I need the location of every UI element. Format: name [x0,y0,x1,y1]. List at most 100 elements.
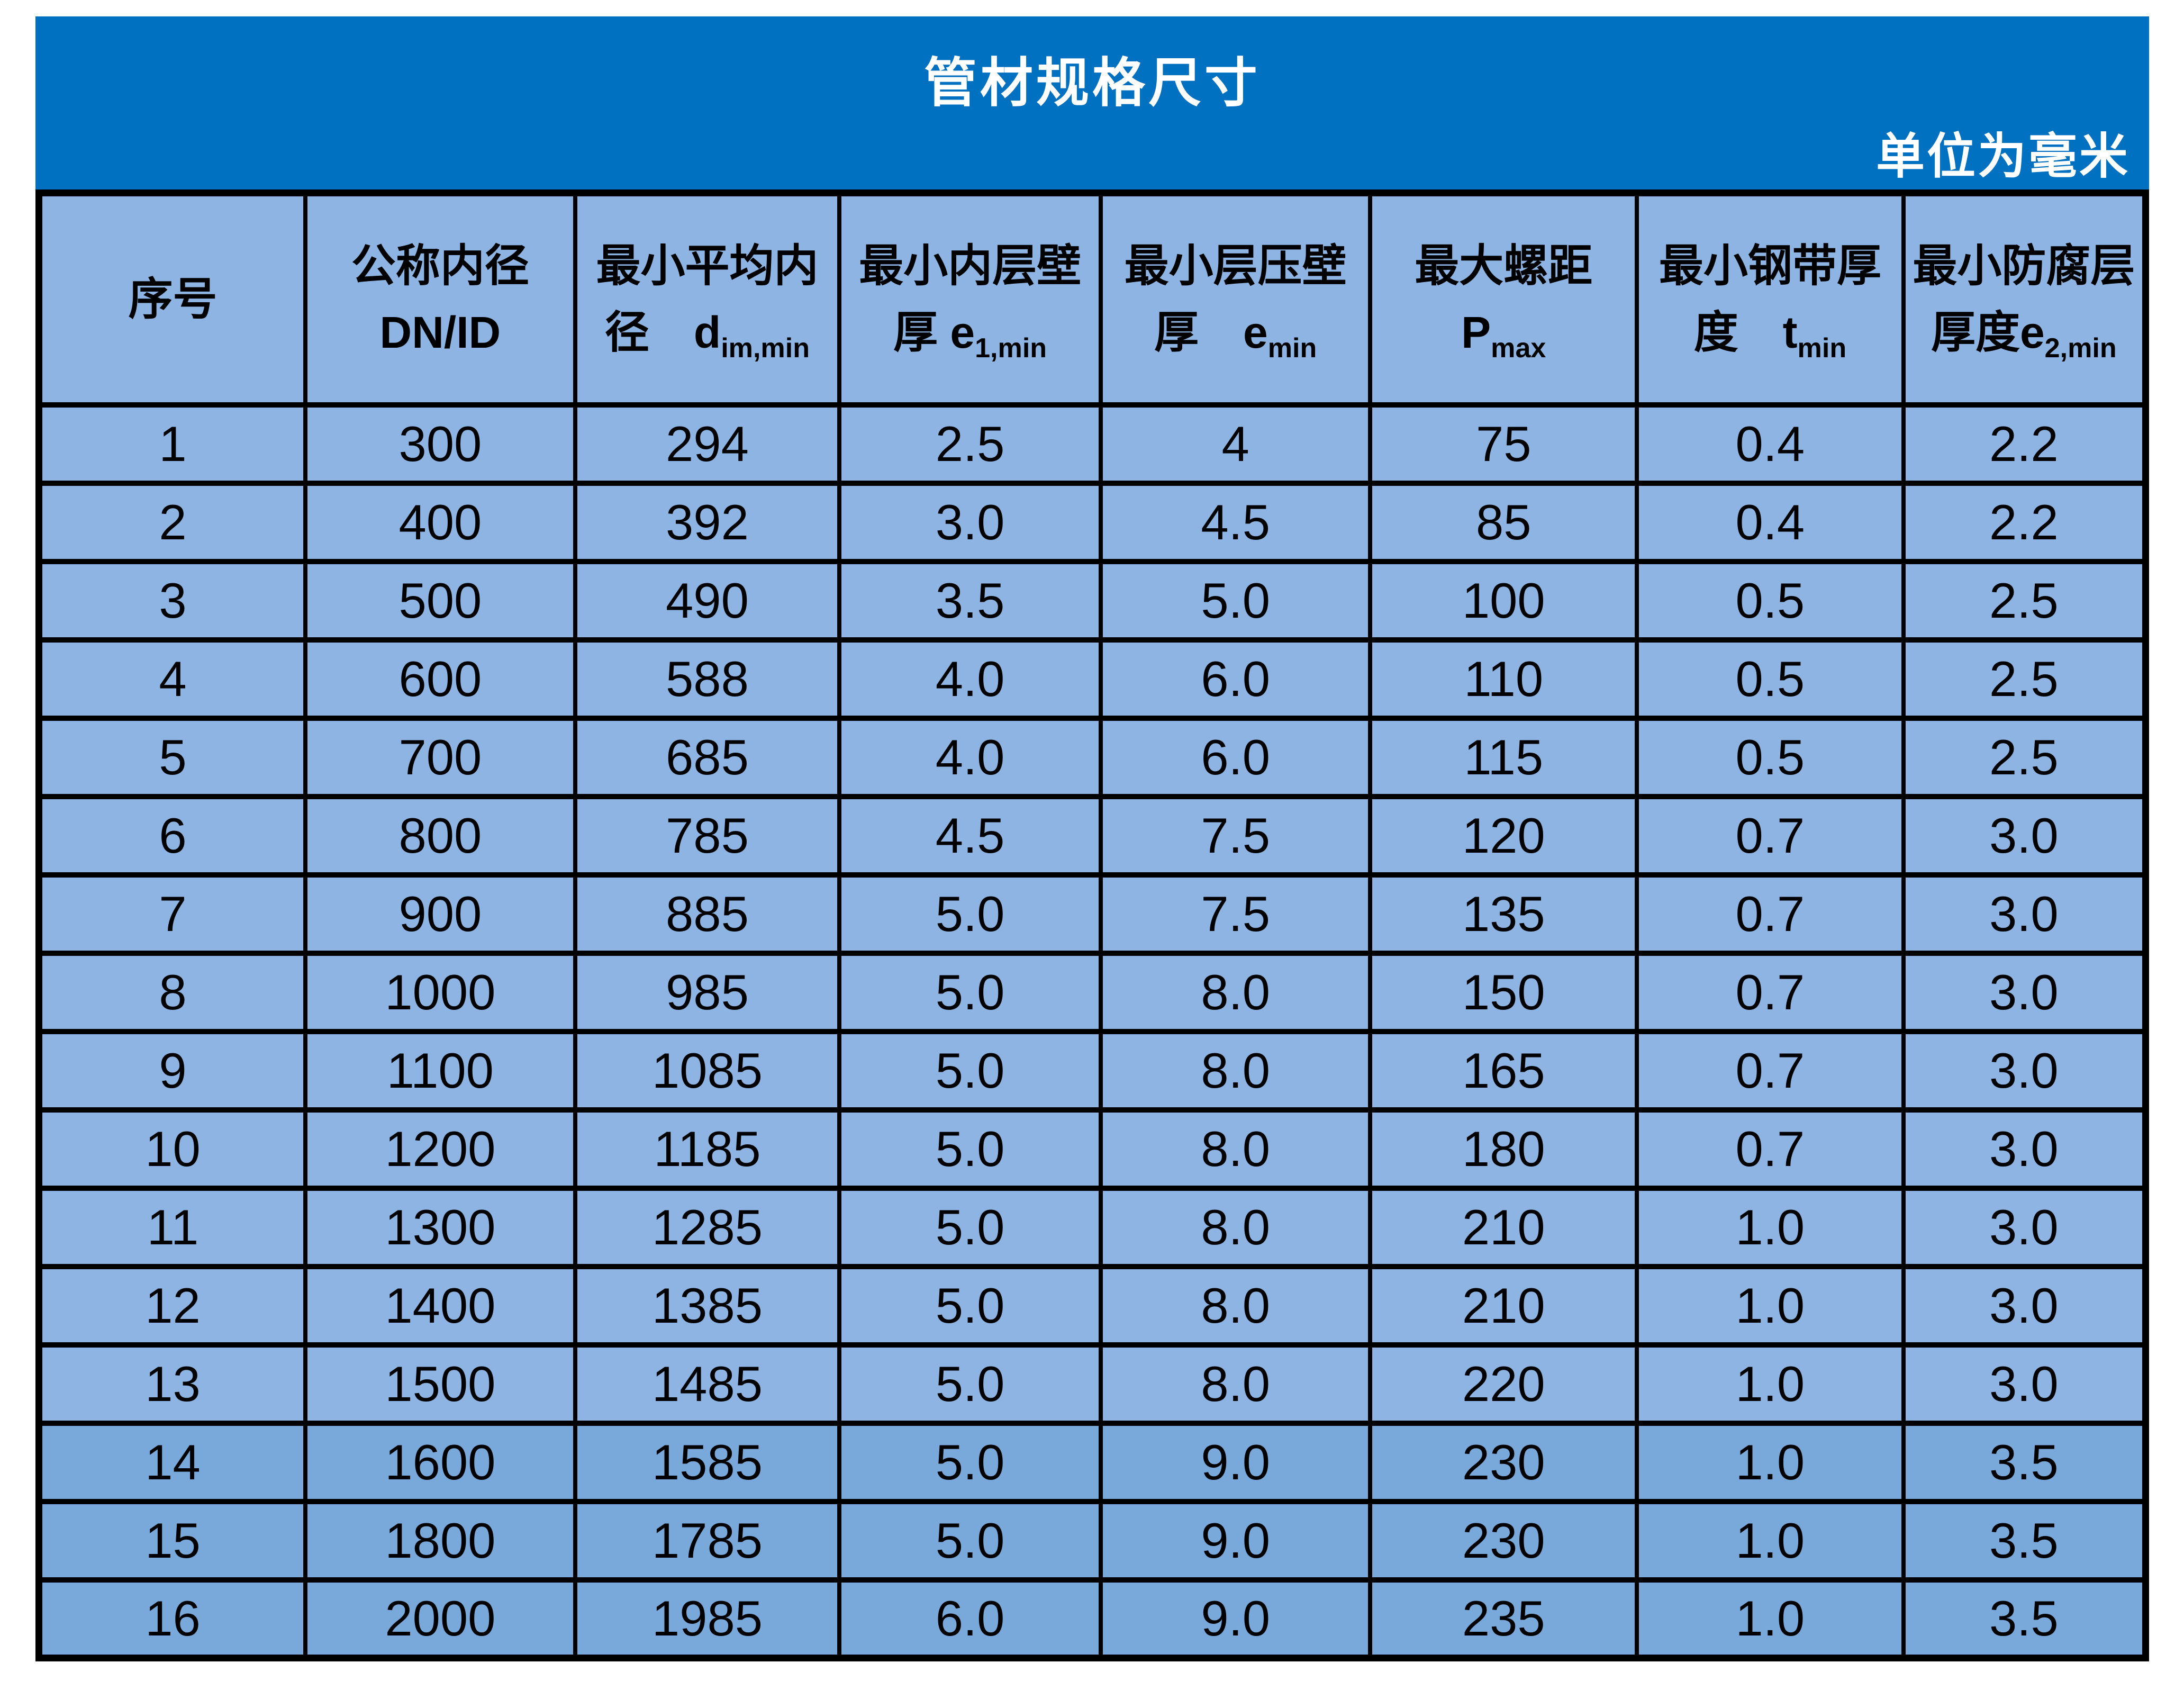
table-cell: 400 [303,480,577,564]
table-row: 14 1600 1585 5.0 9.0 230 1.0 3.5 [37,1420,2148,1504]
table-cell: 1.0 [1635,1185,1906,1269]
column-header-min-laminated-wall: 最小层压壁 厚 emin [1098,190,1373,408]
table-cell: 1000 [303,950,577,1034]
table-cell: 8.0 [1098,1185,1373,1269]
table-cell: 2.2 [1901,480,2148,564]
header-line1: 最小防腐层 [1913,241,2135,291]
table-cell: 6 [37,793,308,878]
table-cell: 2.5 [837,402,1103,486]
table-cell: 1600 [303,1420,577,1504]
table-cell: 5.0 [837,1028,1103,1113]
table-cell: 3.0 [1901,950,2148,1034]
table-cell: 5.0 [837,1185,1103,1269]
table-cell: 0.7 [1635,1107,1906,1191]
table-cell: 3.0 [1901,1342,2148,1426]
table-cell: 1385 [573,1263,842,1348]
table-cell: 3.5 [837,558,1103,643]
table-cell: 0.4 [1635,402,1906,486]
table-cell: 4.0 [837,715,1103,799]
table-cell: 10 [37,1107,308,1191]
column-header-min-mean-id: 最小平均内 径 dim,min [573,190,842,408]
header-subscript: max [1491,333,1546,364]
table-cell: 5.0 [837,1342,1103,1426]
table-cell: 2 [37,480,308,564]
table-cell: 11 [37,1185,308,1269]
table-cell: 3.5 [1901,1498,2148,1583]
column-header-index: 序号 [37,190,308,408]
table-row: 5 700 685 4.0 6.0 115 0.5 2.5 [37,715,2148,799]
header-row: 序号 公称内径 DN/ID 最小平均内 径 dim,min 最小内层壁 厚 e1… [37,190,2148,408]
table-cell: 230 [1368,1498,1639,1583]
spec-table: 序号 公称内径 DN/ID 最小平均内 径 dim,min 最小内层壁 厚 e1… [35,189,2149,1661]
table-cell: 8.0 [1098,1263,1373,1348]
table-cell: 3.0 [1901,872,2148,956]
table-cell: 85 [1368,480,1639,564]
column-header-nominal-id: 公称内径 DN/ID [303,190,577,408]
table-cell: 1085 [573,1028,842,1113]
table-cell: 3 [37,558,308,643]
table-cell: 6.0 [837,1577,1103,1661]
table-cell: 2.2 [1901,402,2148,486]
table-cell: 885 [573,872,842,956]
header-subscript: 2,min [2044,333,2117,364]
column-header-max-pitch: 最大螺距 Pmax [1368,190,1639,408]
table-cell: 0.7 [1635,872,1906,956]
table-cell: 1285 [573,1185,842,1269]
table-cell: 1585 [573,1420,842,1504]
table-cell: 4.0 [837,637,1103,721]
table-cell: 4 [37,637,308,721]
header-line2: 厚 emin [1154,308,1317,364]
table-row: 11 1300 1285 5.0 8.0 210 1.0 3.0 [37,1185,2148,1269]
column-header-min-steel-strip: 最小钢带厚 度 tmin [1635,190,1906,408]
header-subscript: min [1267,333,1317,364]
table-cell: 1.0 [1635,1342,1906,1426]
table-cell: 1500 [303,1342,577,1426]
header-line1: 最小内层壁 [859,241,1082,291]
table-cell: 165 [1368,1028,1639,1113]
table-cell: 3.5 [1901,1420,2148,1504]
table-cell: 5.0 [1098,558,1373,643]
table-cell: 8.0 [1098,950,1373,1034]
table-cell: 1985 [573,1577,842,1661]
table-cell: 1800 [303,1498,577,1583]
table-cell: 210 [1368,1185,1639,1269]
table-cell: 3.5 [1901,1577,2148,1661]
table-row: 6 800 785 4.5 7.5 120 0.7 3.0 [37,793,2148,878]
table-cell: 5.0 [837,1498,1103,1583]
header-line1: 最小钢带厚 [1659,241,1881,291]
table-cell: 1.0 [1635,1498,1906,1583]
table-cell: 8.0 [1098,1342,1373,1426]
table-cell: 0.7 [1635,1028,1906,1113]
header-line2: 厚 e1,min [893,308,1047,364]
table-cell: 7.5 [1098,793,1373,878]
table-cell: 115 [1368,715,1639,799]
table-cell: 0.5 [1635,637,1906,721]
table-cell: 5 [37,715,308,799]
table-cell: 9 [37,1028,308,1113]
column-header-min-inner-wall: 最小内层壁 厚 e1,min [837,190,1103,408]
table-cell: 700 [303,715,577,799]
table-cell: 1 [37,402,308,486]
table-cell: 220 [1368,1342,1639,1426]
table-cell: 588 [573,637,842,721]
table-cell: 500 [303,558,577,643]
table-cell: 0.4 [1635,480,1906,564]
table-row: 12 1400 1385 5.0 8.0 210 1.0 3.0 [37,1263,2148,1348]
table-cell: 6.0 [1098,637,1373,721]
table-row: 13 1500 1485 5.0 8.0 220 1.0 3.0 [37,1342,2148,1426]
table-cell: 12 [37,1263,308,1348]
table-cell: 4.5 [837,793,1103,878]
table-cell: 9.0 [1098,1498,1373,1583]
header-line1: 序号 [128,274,218,324]
table-cell: 110 [1368,637,1639,721]
table-cell: 294 [573,402,842,486]
table-cell: 985 [573,950,842,1034]
table-cell: 230 [1368,1420,1639,1504]
header-line2: DN/ID [379,308,501,358]
table-cell: 5.0 [837,950,1103,1034]
table-row: 1 300 294 2.5 4 75 0.4 2.2 [37,402,2148,486]
table-cell: 5.0 [837,1420,1103,1504]
table-row: 2 400 392 3.0 4.5 85 0.4 2.2 [37,480,2148,564]
table-cell: 7 [37,872,308,956]
table-row: 15 1800 1785 5.0 9.0 230 1.0 3.5 [37,1498,2148,1583]
